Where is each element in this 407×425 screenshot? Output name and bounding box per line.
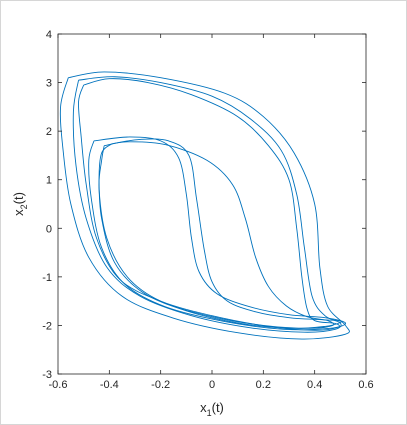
y-tick-label: -1: [42, 272, 52, 284]
y-tick-label: -2: [42, 320, 52, 332]
x-tick-label: -0.2: [151, 379, 170, 391]
trajectory-loop-1: [98, 138, 342, 329]
y-tick-label: 2: [46, 126, 52, 138]
trajectory-loop-2: [78, 78, 340, 331]
ticks-layer: -0.6 -0.4 -0.2 0 0.2 0.4 0.6 -3 -2 -1 0 1 2 3 4: [42, 29, 373, 391]
y-tick-label: 4: [46, 29, 52, 41]
x-axis-label: x1(t): [200, 400, 224, 418]
series-layer: [59, 71, 350, 340]
x-tick-label: 0.4: [307, 379, 322, 391]
y-tick-label: 0: [46, 223, 52, 235]
trajectory-loop-3: [72, 76, 342, 333]
y-tick-label: 1: [46, 175, 52, 187]
x-tick-label: 0.6: [358, 379, 373, 391]
y-tick-label: -3: [42, 369, 52, 381]
trajectory-loop-4: [59, 71, 350, 340]
y-axis-label: x2(t): [11, 192, 29, 216]
trajectory-loop-6: [98, 141, 335, 329]
x-tick-label: 0: [209, 379, 215, 391]
x-tick-label: -0.6: [49, 379, 68, 391]
x-tick-label: -0.4: [100, 379, 119, 391]
plot-area: [58, 34, 366, 374]
y-tick-label: 3: [46, 78, 52, 90]
x-tick-label: 0.2: [256, 379, 271, 391]
trajectory-loop-5: [88, 136, 346, 331]
